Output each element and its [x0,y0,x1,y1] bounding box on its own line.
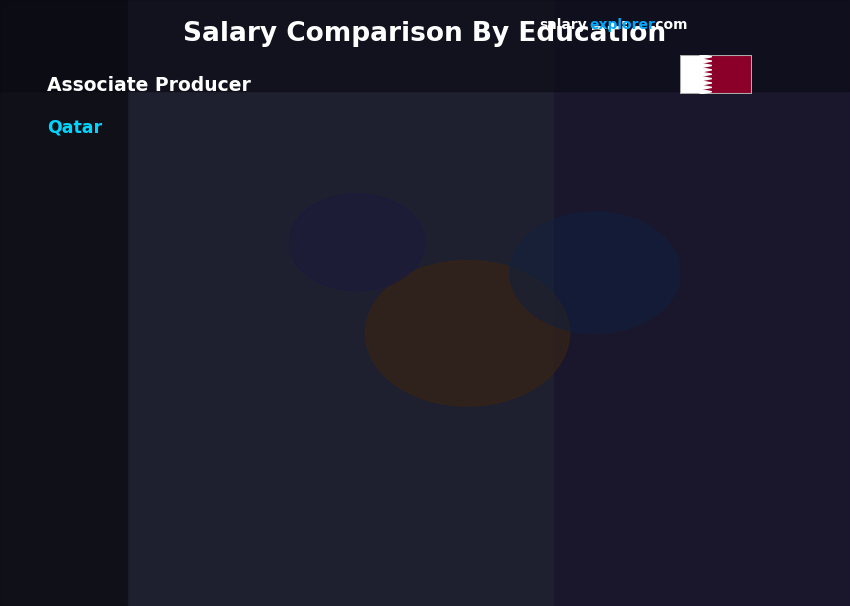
Polygon shape [700,81,711,85]
Bar [0,0,128,606]
Text: +45%: +45% [389,190,452,208]
Text: 21,900 QAR: 21,900 QAR [468,239,554,251]
Text: +17%: +17% [209,299,272,319]
Bar [680,55,700,94]
Circle shape [366,261,570,406]
Bar [297,339,365,344]
Text: salary: salary [540,18,587,32]
Bar [128,0,552,606]
Text: Average Monthly Salary: Average Monthly Salary [825,242,836,367]
Circle shape [510,212,680,333]
Text: +31%: +31% [570,111,632,130]
Bar [537,258,542,521]
Polygon shape [700,59,711,63]
Polygon shape [700,63,711,68]
Bar [657,175,725,521]
Bar [477,258,545,521]
Bar [299,339,304,521]
Bar [660,175,665,521]
Bar [477,258,545,264]
Polygon shape [700,76,711,81]
Text: 15,100 QAR: 15,100 QAR [287,321,374,333]
Bar [0,0,850,91]
Circle shape [289,194,425,291]
Bar [717,175,722,521]
Polygon shape [700,85,711,90]
Bar [119,366,125,521]
Bar [479,258,484,521]
Text: explorer: explorer [589,18,654,32]
Bar [116,366,184,370]
Bar [177,366,182,521]
Polygon shape [700,90,711,94]
Polygon shape [700,72,711,76]
Bar [700,55,752,94]
Bar [116,366,184,521]
Bar [297,339,365,521]
Polygon shape [700,68,711,72]
Bar [357,339,362,521]
Bar [552,0,850,606]
Text: .com: .com [650,18,688,32]
Polygon shape [700,55,711,59]
Circle shape [170,303,340,424]
Text: Salary Comparison By Education: Salary Comparison By Education [184,21,666,47]
Text: 28,800 QAR: 28,800 QAR [647,156,734,168]
Bar [657,175,725,183]
Text: Associate Producer: Associate Producer [47,76,251,95]
Text: Qatar: Qatar [47,118,102,136]
Text: 12,900 QAR: 12,900 QAR [107,347,195,360]
